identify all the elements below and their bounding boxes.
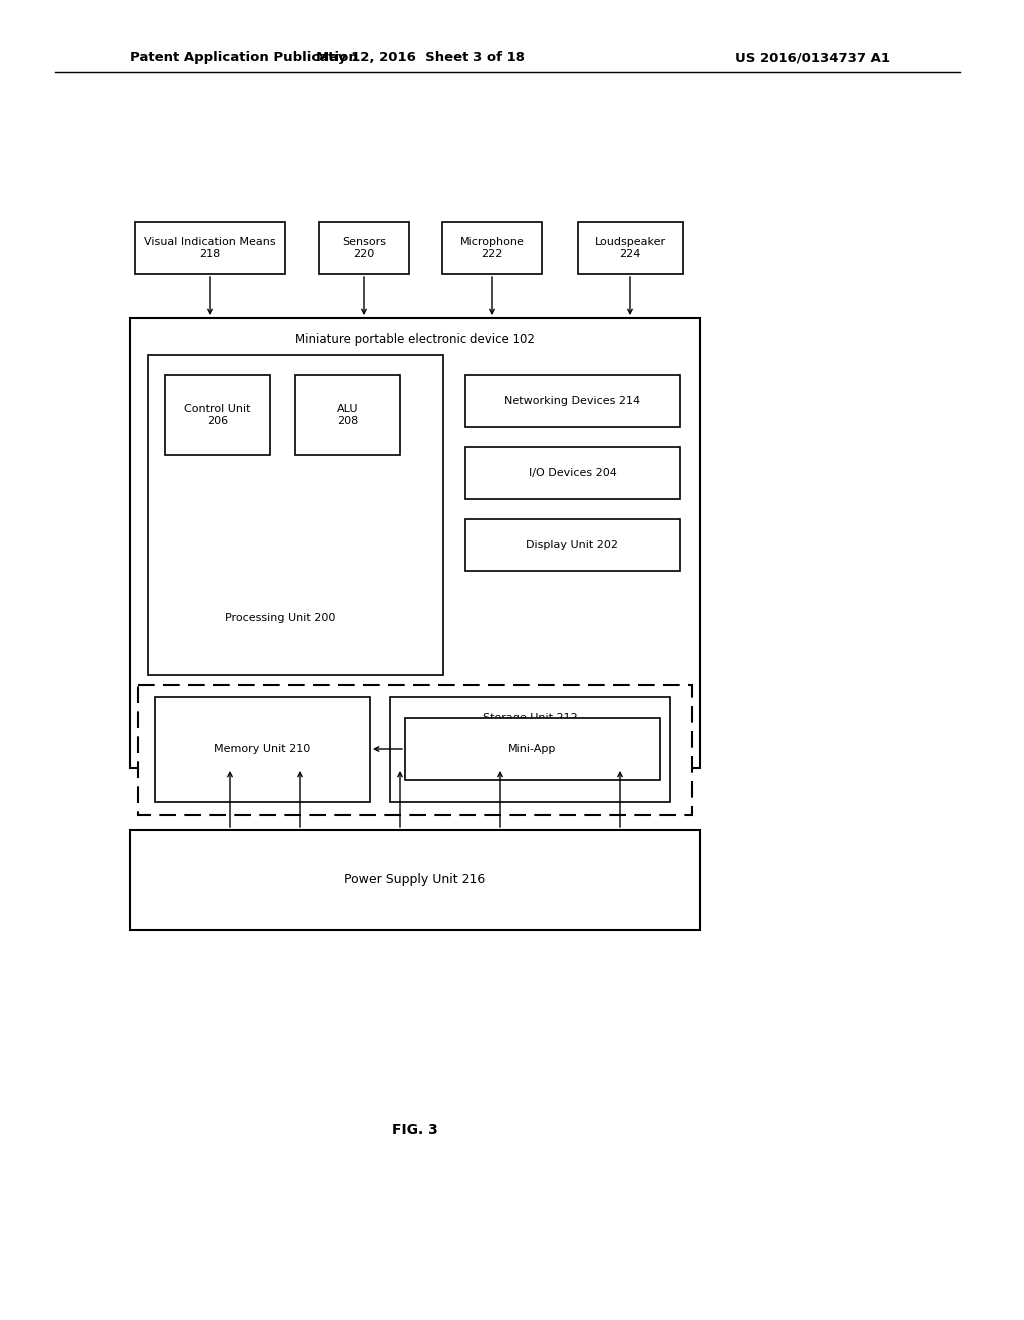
Text: Display Unit 202: Display Unit 202 [526, 540, 618, 550]
Bar [578, 222, 683, 275]
Text: I/O Devices 204: I/O Devices 204 [528, 469, 616, 478]
Text: May 12, 2016  Sheet 3 of 18: May 12, 2016 Sheet 3 of 18 [315, 51, 524, 65]
Text: Power Supply Unit 216: Power Supply Unit 216 [344, 874, 485, 887]
Bar [135, 222, 285, 275]
Text: Microphone
222: Microphone 222 [460, 238, 524, 259]
Bar [465, 519, 680, 572]
Bar [130, 830, 700, 931]
Bar [138, 685, 692, 814]
Text: Memory Unit 210: Memory Unit 210 [214, 744, 310, 755]
Bar [130, 318, 700, 768]
Text: ALU
208: ALU 208 [337, 404, 358, 426]
Text: Loudspeaker
224: Loudspeaker 224 [595, 238, 666, 259]
Text: Processing Unit 200: Processing Unit 200 [225, 612, 336, 623]
Bar [319, 222, 409, 275]
Text: Patent Application Publication: Patent Application Publication [130, 51, 357, 65]
Bar [465, 375, 680, 426]
Text: Mini-App: Mini-App [508, 744, 557, 754]
Bar [165, 375, 270, 455]
Bar [155, 697, 370, 803]
Text: US 2016/0134737 A1: US 2016/0134737 A1 [735, 51, 890, 65]
Bar [390, 697, 670, 803]
Text: Storage Unit 212: Storage Unit 212 [482, 713, 578, 723]
Bar [295, 375, 400, 455]
Bar [148, 355, 443, 675]
Text: FIG. 3: FIG. 3 [392, 1123, 438, 1137]
Bar [406, 718, 660, 780]
Text: Sensors
220: Sensors 220 [342, 238, 386, 259]
Text: Networking Devices 214: Networking Devices 214 [505, 396, 641, 407]
Text: Miniature portable electronic device 102: Miniature portable electronic device 102 [295, 334, 535, 346]
Bar [465, 447, 680, 499]
Text: Visual Indication Means
218: Visual Indication Means 218 [144, 238, 275, 259]
Text: Control Unit
206: Control Unit 206 [184, 404, 251, 426]
Bar [442, 222, 542, 275]
